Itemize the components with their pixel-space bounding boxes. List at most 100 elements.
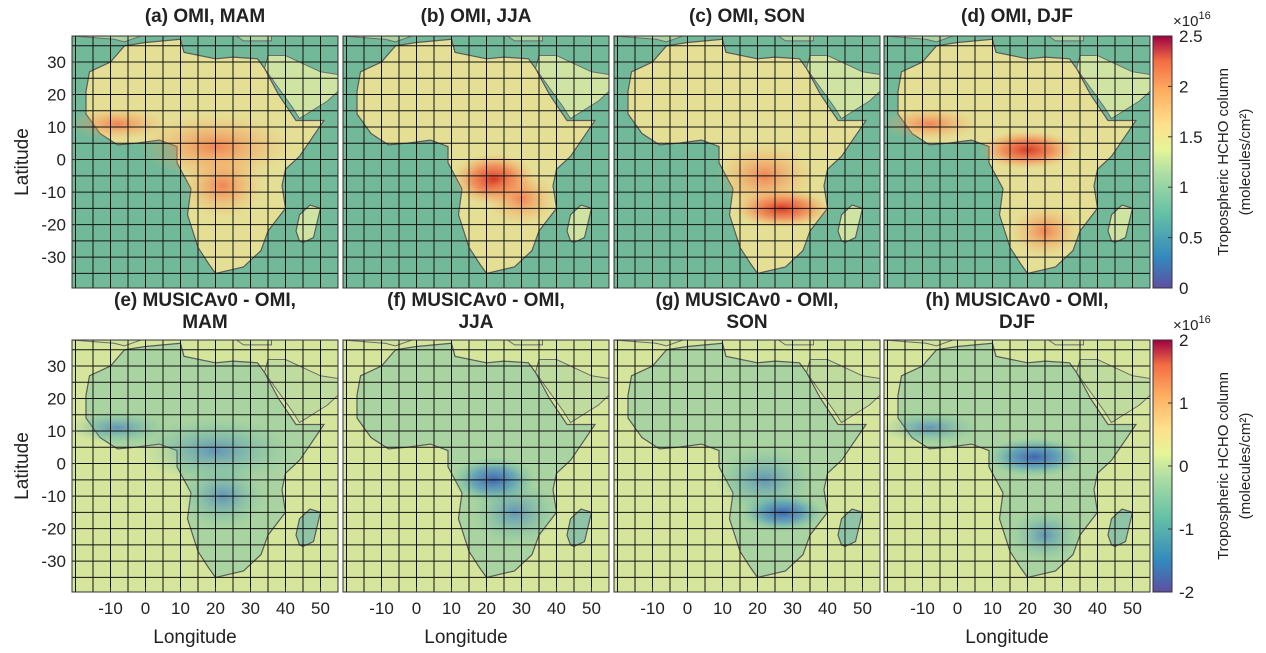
y-tick-label: 10 <box>47 422 66 441</box>
y-tick-label: -10 <box>41 183 66 202</box>
x-tick-label: 40 <box>818 599 837 618</box>
y-tick-label: -30 <box>41 248 66 267</box>
panel-title: (b) OMI, JJA <box>421 6 532 27</box>
panel-title: JJA <box>459 312 494 333</box>
panel-title: (c) OMI, SON <box>689 6 805 27</box>
map-image <box>884 36 1150 288</box>
y-tick-label: 0 <box>57 151 66 170</box>
x-tick-label: 10 <box>171 599 190 618</box>
hotspot <box>884 411 979 445</box>
y-tick-label: 20 <box>47 86 66 105</box>
arabia <box>263 55 338 120</box>
panel-title: (a) OMI, MAM <box>145 6 265 27</box>
madagascar <box>566 508 593 548</box>
x-tick-label: 10 <box>983 599 1002 618</box>
colorbar-exponent: ×1016 <box>1173 314 1211 334</box>
panel-title: (e) MUSICAv0 - OMI, <box>114 290 296 311</box>
europe <box>614 36 819 43</box>
map-image <box>72 340 338 592</box>
colorbar-tick-label: 2 <box>1179 331 1188 350</box>
panel-title: DJF <box>999 312 1035 333</box>
x-tick-label: -10 <box>640 599 665 618</box>
arabia <box>1075 55 1150 120</box>
x-axis-label: Longitude <box>965 627 1048 648</box>
panel-frame <box>613 339 881 593</box>
x-tick-label: -10 <box>98 599 123 618</box>
map-image <box>343 36 609 288</box>
map-image <box>343 340 609 592</box>
panel-frame <box>71 339 339 593</box>
colorbar: -2 -1 0 1 2×1016 Tropospheric HCHO column (mol… <box>1152 314 1254 602</box>
panel-frame <box>613 35 881 289</box>
map-panel: (b) OMI, JJA <box>342 6 610 289</box>
colorbar: 0 0.5 1 1.5 2 2.5×1016 Tropospheric HCHO colum… <box>1152 10 1254 298</box>
hotspot <box>985 437 1084 477</box>
x-tick-label: 30 <box>783 599 802 618</box>
panel-title: (d) OMI, DJF <box>961 6 1073 27</box>
x-tick-label: 0 <box>953 599 962 618</box>
map-panel: (a) OMI, MAM -30 -20 -10 0 10 20 30 Latitude <box>12 6 339 289</box>
x-tick-label: 50 <box>1123 599 1142 618</box>
x-tick-label: 30 <box>512 599 531 618</box>
hotspot <box>72 107 167 141</box>
panel-title: (g) MUSICAv0 - OMI, <box>656 290 839 311</box>
colorbar-tick-label: 1.5 <box>1179 128 1203 147</box>
x-tick-label: 20 <box>748 599 767 618</box>
map-panel: (f) MUSICAv0 - OMI,JJA -10 0 10 20 30 40 50 Long… <box>342 290 610 648</box>
x-tick-label: 0 <box>683 599 692 618</box>
x-axis-label: Longitude <box>424 627 507 648</box>
x-tick-label: 20 <box>1018 599 1037 618</box>
europe <box>72 36 277 43</box>
map-image <box>614 340 880 592</box>
panel-frame <box>883 35 1151 289</box>
y-tick-label: -20 <box>41 520 66 539</box>
y-tick-label: -20 <box>41 216 66 235</box>
y-tick-label: -30 <box>41 552 66 571</box>
europe <box>884 340 1089 347</box>
madagascar <box>837 508 864 548</box>
panel-frame <box>71 35 339 289</box>
map-panel: (g) MUSICAv0 - OMI,SON -10 0 10 20 30 40 50 <box>613 290 881 618</box>
x-tick-label: 50 <box>582 599 601 618</box>
colorbar-unit: (molecules/cm²) <box>1237 109 1254 216</box>
madagascar <box>1107 508 1134 548</box>
x-tick-label: 10 <box>442 599 461 618</box>
x-tick-label: -10 <box>910 599 935 618</box>
y-tick-label: 10 <box>47 118 66 137</box>
x-tick-label: 20 <box>477 599 496 618</box>
panel-title: (f) MUSICAv0 - OMI, <box>387 290 565 311</box>
panel-frame <box>342 35 610 289</box>
x-tick-label: 10 <box>713 599 732 618</box>
madagascar <box>1107 204 1134 244</box>
madagascar <box>295 204 322 244</box>
map-image <box>884 340 1150 592</box>
x-tick-label: 40 <box>276 599 295 618</box>
x-tick-label: 30 <box>1053 599 1072 618</box>
colorbar-tick-label: 1 <box>1179 178 1188 197</box>
colorbar-tick-label: -1 <box>1179 520 1194 539</box>
x-tick-label: 40 <box>547 599 566 618</box>
x-tick-label: 30 <box>241 599 260 618</box>
colorbar-unit: (molecules/cm²) <box>1237 413 1254 520</box>
europe <box>614 340 819 347</box>
map-image <box>614 36 880 288</box>
map-panel: (c) OMI, SON <box>613 6 881 289</box>
x-tick-label: 0 <box>141 599 150 618</box>
arabia <box>534 359 609 424</box>
panel-frame <box>883 339 1151 593</box>
colorbar-tick-label: 0.5 <box>1179 229 1203 248</box>
europe <box>884 36 1089 43</box>
europe <box>72 340 277 347</box>
arabia <box>534 55 609 120</box>
y-tick-label: 30 <box>47 357 66 376</box>
map-panel: (e) MUSICAv0 - OMI,MAM -30 -20 -10 0 10 20 30 La… <box>12 290 339 648</box>
madagascar <box>837 204 864 244</box>
panel-title: MAM <box>182 312 227 333</box>
x-tick-label: 40 <box>1088 599 1107 618</box>
madagascar <box>295 508 322 548</box>
y-tick-label: 30 <box>47 53 66 72</box>
arabia <box>805 55 880 120</box>
panel-title: SON <box>726 312 767 333</box>
colorbar-tick-label: -2 <box>1179 583 1194 602</box>
